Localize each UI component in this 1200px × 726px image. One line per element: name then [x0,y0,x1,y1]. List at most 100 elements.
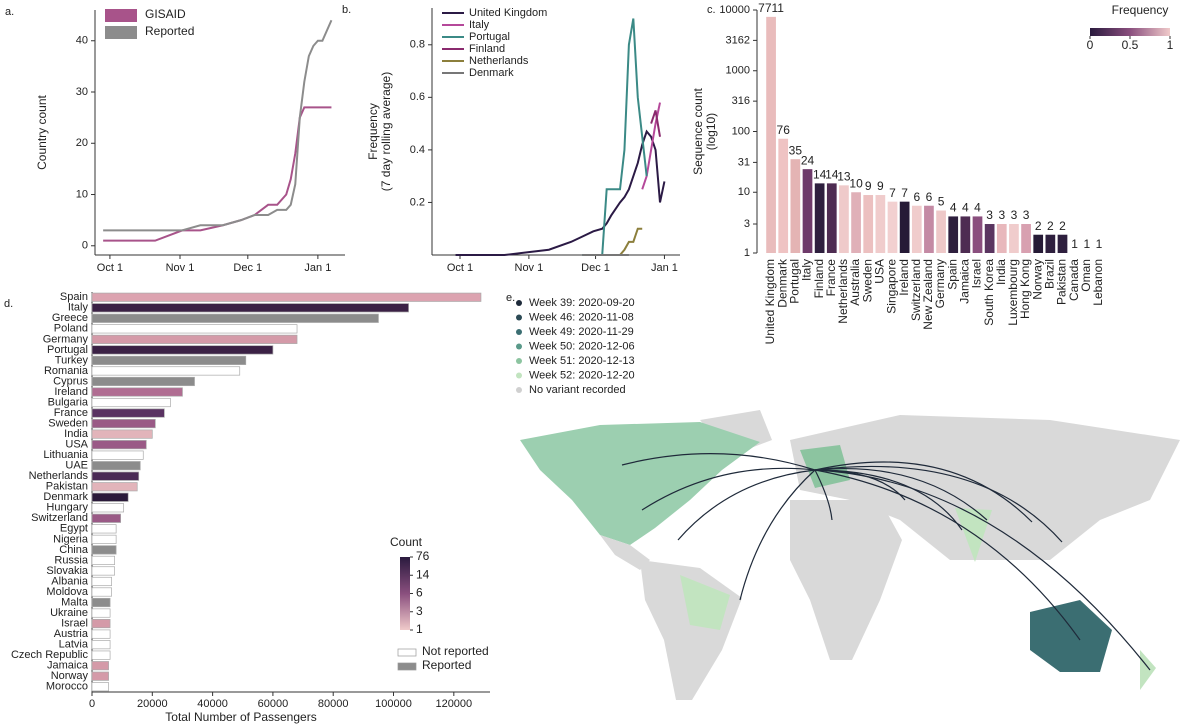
y-tick-label: Czech Republic [11,649,89,661]
y-tick-label: Hungary [46,502,88,514]
value-label: 3 [1011,208,1018,222]
y-tick-label: Malta [61,596,89,608]
y-tick-label: Pakistan [46,481,88,493]
x-tick-label: Netherlands [836,259,850,324]
x-tick-label: Luxembourg [1006,259,1020,326]
y-tick-label: Lithuania [43,449,89,461]
y-tick-label: 0 [82,240,88,252]
y-tick-label: 40 [76,35,88,47]
panel-label: d. [4,298,13,310]
y-tick-label: Greece [52,312,88,324]
x-tick-label: Jan 1 [651,262,678,274]
legend-label: Week 52: 2020-12-20 [529,369,635,381]
colorbar [400,557,410,630]
legend-label: No variant recorded [529,384,626,396]
legend-marker [516,300,522,306]
legend-label: Not reported [422,644,489,658]
colorbar-tick-label: 0.5 [1122,38,1139,52]
line-series [650,110,661,137]
bar [924,205,934,253]
legend-label: Week 39: 2020-09-20 [529,297,635,309]
legend-label: Finland [469,43,505,55]
bar [91,366,241,376]
x-tick-label: Oct 1 [447,262,473,274]
y-tick-label: 10 [76,188,88,200]
y-tick-label: Netherlands [29,470,89,482]
y-tick-label: 0.2 [410,196,425,208]
y-tick-label: 10 [738,186,750,198]
legend-marker [516,314,522,321]
bar [91,387,183,397]
bar [826,183,837,253]
legend-label: Week 49: 2020-11-29 [529,326,634,338]
bar [91,461,141,471]
colorbar-tick-label: 14 [416,567,430,581]
colorbar [1090,28,1170,36]
x-axis-label: Total Number of Passengers [165,710,316,724]
flight-routes [621,453,1151,671]
y-tick-label: Egypt [60,523,88,535]
bar [91,450,144,460]
legend-label: Portugal [469,31,510,43]
y-tick-label: USA [65,439,88,451]
x-tick-label: Dec 1 [581,262,610,274]
panel-label: e. [506,292,515,304]
bar [91,408,165,418]
legend-swatch [397,662,417,671]
value-label: 7 [889,186,896,200]
x-tick-label: Denmark [775,258,789,308]
x-tick-label: USA [873,259,887,284]
y-tick-label: 10000 [719,4,750,16]
panel-label: c. [707,4,716,16]
y-tick-label: Austria [54,628,89,640]
legend-label: Reported [145,24,194,38]
y-tick-label: Norway [51,670,89,682]
x-tick-label: New Zealand [921,259,935,330]
x-tick-label: Nov 1 [515,262,544,274]
bar [1009,224,1019,253]
bar [91,534,117,544]
y-tick-label: Switzerland [31,512,88,524]
bar [91,397,171,408]
x-tick-label: Oct 1 [97,262,123,274]
colorbar-tick-label: 0 [1087,38,1094,52]
legend-marker [516,329,522,335]
y-tick-label: 3 [744,218,750,230]
x-tick-label: Sweden [860,259,874,302]
panel-label: b. [342,4,351,16]
land [1030,600,1112,672]
value-label: 2 [1059,219,1066,233]
bar [887,201,898,253]
x-tick-label: France [824,259,838,297]
value-label: 1 [1096,237,1103,251]
bar [91,513,121,523]
x-tick-label: Hong Kong [1018,259,1032,319]
value-label: 6 [926,190,933,204]
legend-swatch [105,9,137,22]
y-tick-label: India [64,428,89,440]
x-tick-label: Finland [812,259,826,298]
y-tick-label: Ukraine [50,607,88,619]
bar [91,524,117,534]
legend-label: Italy [469,19,490,31]
bar [91,492,129,502]
y-tick-label: Slovakia [46,565,88,577]
colorbar-tick-label: 1 [416,622,423,636]
bar [91,471,140,481]
bar [899,201,910,253]
line-series [103,19,333,232]
bar [91,429,153,439]
y-axis-label: Sequence count [691,87,705,174]
y-tick-label: 1000 [726,65,750,77]
bar [984,224,995,253]
bar [91,440,147,450]
bar [91,576,112,587]
land [520,422,760,545]
y-tick-label: Denmark [43,491,88,503]
bar [1057,234,1068,253]
legend-label: United Kingdom [469,7,547,19]
y-tick-label: 316 [732,95,750,107]
legend-label: Netherlands [469,55,529,67]
legend-marker [516,358,522,364]
value-label: 3 [998,208,1005,222]
